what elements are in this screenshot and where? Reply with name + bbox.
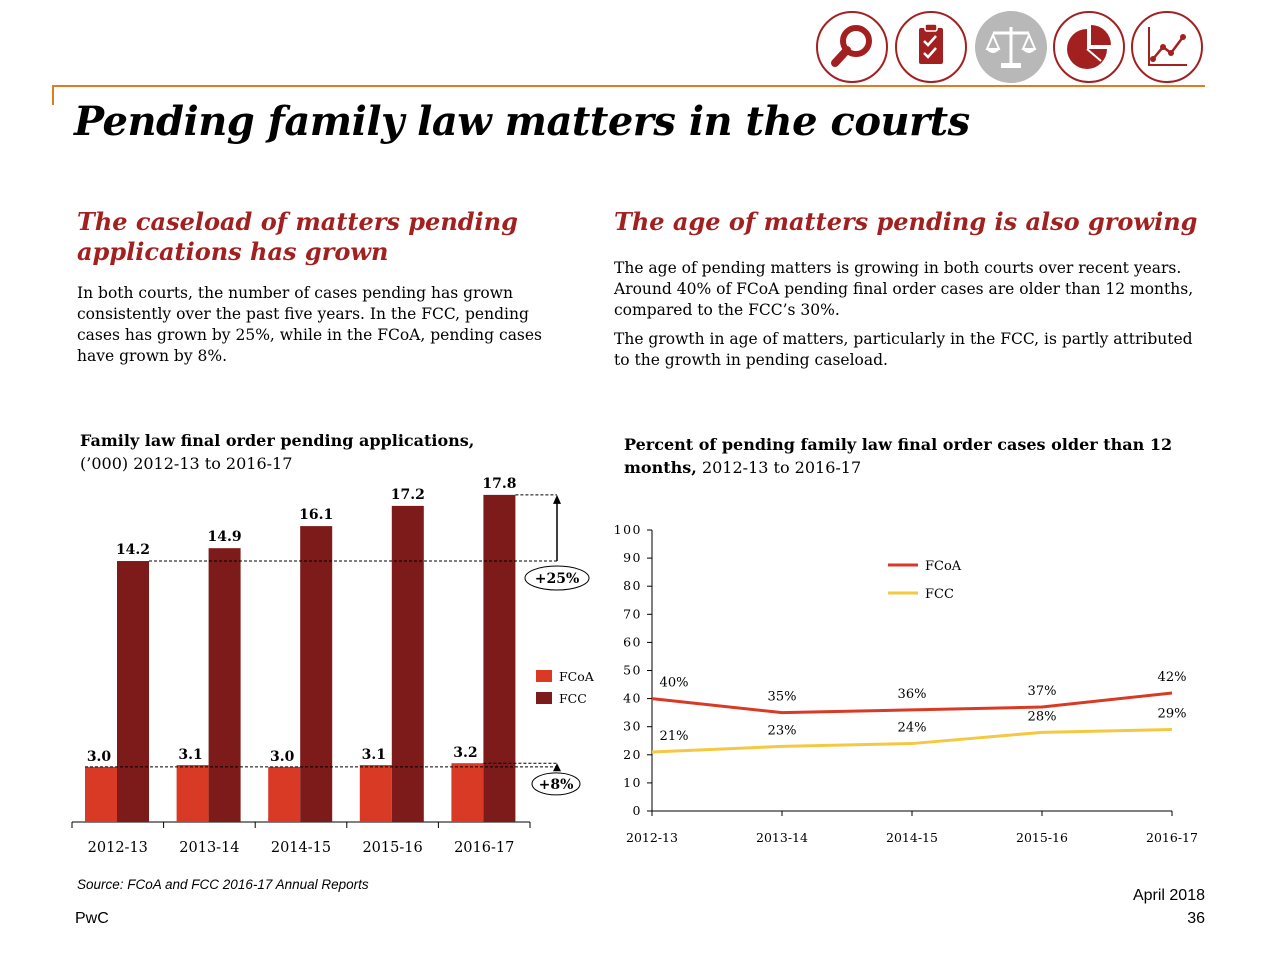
x-tick-label: 2016-17 (454, 840, 514, 856)
bar-fcc (117, 561, 149, 822)
data-label-fcoa: 35% (768, 690, 797, 705)
bar-fcc (391, 505, 424, 822)
bar-fcoa (268, 766, 301, 822)
data-label-fcoa: 36% (898, 687, 927, 702)
y-tick-label: 30 (623, 719, 642, 734)
line-series-fcc (651, 728, 1173, 754)
x-tick-label: 2015-16 (362, 840, 422, 856)
bar-chart-title-rest: (’000) 2012-13 to 2016-17 (80, 454, 293, 473)
left-heading: The caseload of matters pending applicat… (77, 207, 518, 266)
y-tick-label: 0 (633, 803, 642, 818)
legend-label-fcoa: FCoA (925, 559, 962, 574)
left-paragraph: In both courts, the number of cases pend… (77, 283, 572, 375)
footer-date: April 2018 (1132, 887, 1205, 904)
bar-label-fcc: 14.9 (208, 529, 242, 545)
header-rule-tick (52, 85, 54, 105)
bar-fcc (300, 526, 333, 822)
bar-label-fcoa: 3.0 (87, 749, 112, 765)
legend-label-fcc: FCC (925, 587, 954, 602)
x-tick-label: 2014-15 (886, 830, 938, 845)
y-tick-label: 90 (623, 550, 642, 565)
x-tick-label: 2014-15 (271, 840, 331, 856)
y-tick-label: 70 (623, 606, 642, 621)
line-series-fcoa (651, 691, 1173, 715)
fcc-growth-badge (524, 565, 590, 591)
legend-swatch-fcoa (536, 670, 552, 682)
data-label-fcc: 29% (1158, 707, 1187, 722)
source-note: Source: FCoA and FCC 2016-17 Annual Repo… (77, 877, 369, 892)
x-tick-label: 2016-17 (1146, 830, 1198, 845)
footer-page: 36 (1187, 910, 1205, 927)
bar-label-fcoa: 3.1 (178, 747, 202, 763)
data-label-fcoa: 40% (660, 676, 689, 691)
y-tick-label: 20 (623, 747, 642, 762)
y-tick-label: 100 (614, 522, 642, 537)
data-label-fcc: 21% (660, 729, 689, 744)
bar-chart: 3.0 14.2 2012-13 3.1 14.9 2013-14 3.0 16.1 2014-… (71, 476, 595, 856)
page-title: Pending family law matters in the courts (74, 98, 970, 145)
bar-label-fcc: 17.2 (391, 487, 425, 503)
bar-fcoa (85, 766, 117, 822)
bar-label-fcc: 16.1 (299, 507, 333, 523)
data-label-fcc: 28% (1028, 709, 1057, 724)
fcoa-growth-arrowhead (553, 763, 561, 772)
bar-label-fcoa: 3.1 (362, 747, 386, 763)
x-tick-label: 2015-16 (1016, 830, 1068, 845)
bar-fcoa (451, 763, 484, 822)
legend-label-fcc: FCC (559, 691, 587, 706)
scales-icon[interactable] (975, 11, 1047, 83)
x-tick-label: 2012-13 (626, 830, 678, 845)
x-tick-label: 2012-13 (88, 840, 148, 856)
right-paragraph-1: The age of pending matters is growing in… (614, 259, 1194, 319)
line-graph-icon[interactable] (1131, 11, 1203, 83)
bar-fcoa (176, 765, 209, 822)
data-label-fcc: 23% (768, 723, 797, 738)
x-tick-label: 2013-14 (179, 840, 239, 856)
magnifier-icon[interactable] (816, 11, 888, 83)
right-paragraph-2: The growth in age of matters, particular… (614, 330, 1193, 369)
fcoa-growth-badge (531, 772, 581, 796)
data-label-fcoa: 37% (1028, 684, 1057, 699)
footer-brand: PwC (75, 910, 109, 927)
legend-label-fcoa: FCoA (559, 669, 595, 684)
y-tick-label: 80 (623, 578, 642, 593)
data-label-fcc: 24% (898, 721, 927, 736)
line-chart-title-bold: Percent of pending family law final orde… (624, 435, 1173, 477)
line-chart-title: Percent of pending family law final orde… (624, 433, 1204, 479)
bar-chart-title-bold: Family law final order pending applicati… (80, 431, 475, 450)
right-paragraphs: The age of pending matters is growing in… (614, 258, 1204, 379)
checklist-icon[interactable] (895, 11, 967, 83)
fcc-growth-arrowhead (553, 494, 561, 504)
pie-chart-icon[interactable] (1053, 11, 1125, 83)
right-heading: The age of matters pending is also growi… (614, 207, 1198, 236)
left-paragraph-text: In both courts, the number of cases pend… (77, 284, 543, 365)
fcc-growth-label: +25% (535, 571, 580, 587)
bar-label-fcc: 17.8 (482, 476, 516, 492)
fcoa-growth-label: +8% (539, 777, 574, 793)
bar-fcc (483, 494, 516, 822)
bar-fcoa (359, 765, 392, 822)
bar-fcc (208, 548, 241, 822)
x-tick-label: 2013-14 (756, 830, 808, 845)
y-tick-label: 40 (623, 691, 642, 706)
y-tick-label: 60 (623, 634, 642, 649)
y-tick-label: 50 (623, 663, 642, 678)
bar-label-fcoa: 3.0 (270, 749, 295, 765)
bar-label-fcoa: 3.2 (453, 745, 477, 761)
bar-chart-title: Family law final order pending applicati… (80, 429, 510, 475)
bar-label-fcc: 14.2 (116, 542, 150, 558)
y-tick-label: 10 (623, 775, 642, 790)
header-rule (52, 85, 1205, 87)
line-chart-title-rest: 2012-13 to 2016-17 (701, 458, 862, 477)
legend-swatch-fcc (536, 692, 552, 704)
line-chart: 0 10 20 30 40 50 60 70 80 90 100 2012-13 2013-14 2014… (614, 522, 1198, 845)
data-label-fcoa: 42% (1158, 670, 1187, 685)
